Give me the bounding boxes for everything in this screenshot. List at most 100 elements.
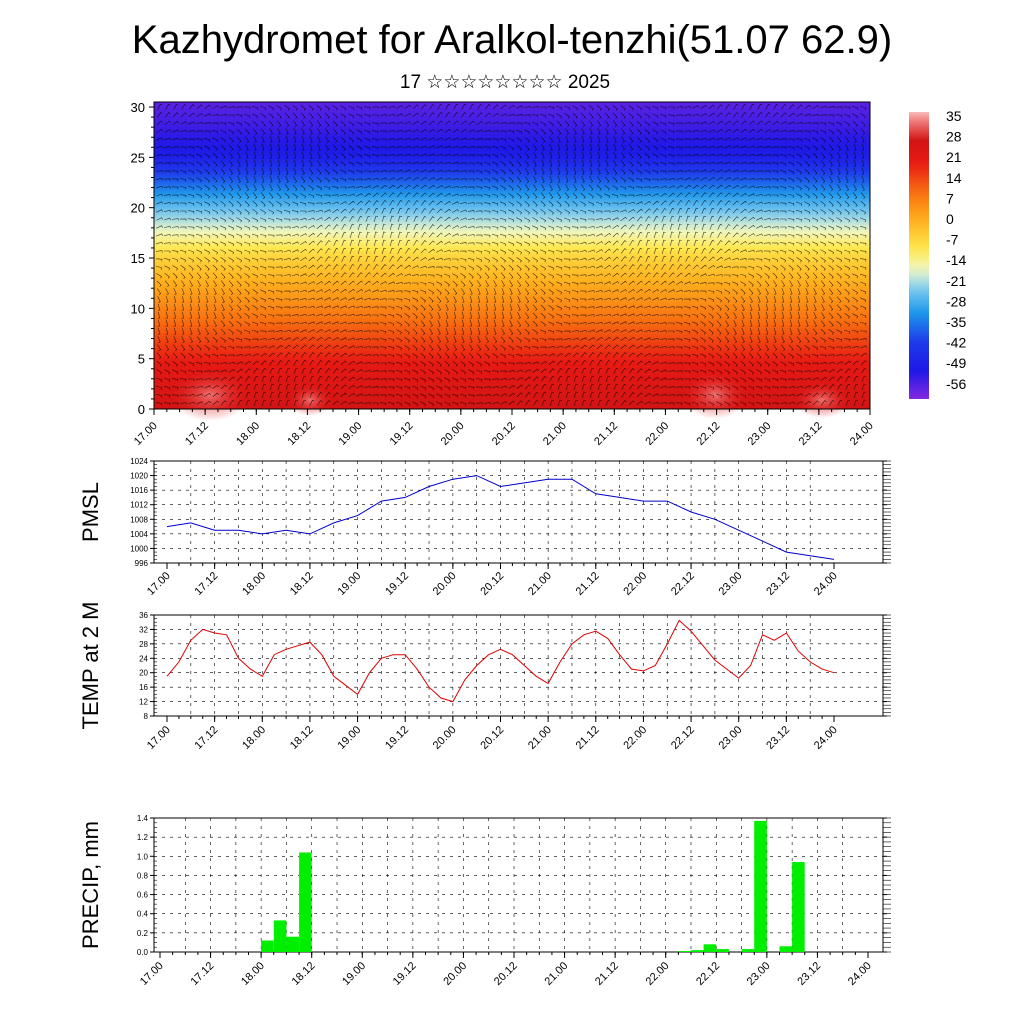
wind-barb (732, 145, 739, 149)
wind-barb (371, 106, 379, 109)
wind-barb (812, 201, 818, 207)
x-tick-label: 23.12 (764, 724, 792, 752)
wind-barb (628, 201, 635, 205)
wind-barb (220, 392, 227, 398)
wind-barb (508, 104, 515, 109)
wind-barb (428, 184, 435, 189)
wind-barb (363, 114, 371, 118)
wind-barb (444, 281, 450, 287)
wind-barb (852, 234, 859, 238)
wind-barb (300, 297, 307, 301)
wind-barb (373, 255, 379, 262)
wind-barb (340, 178, 347, 182)
wind-barb (172, 257, 179, 263)
wind-barb (620, 313, 627, 317)
wind-barb (709, 248, 715, 254)
wind-barb (812, 272, 818, 279)
wind-barb (780, 402, 787, 405)
wind-barb (836, 217, 843, 223)
wind-barb (325, 136, 330, 143)
wind-barb (820, 264, 826, 271)
wind-barb (644, 129, 650, 135)
wind-barb (628, 105, 634, 111)
wind-barb (476, 138, 483, 141)
wind-barb (764, 377, 771, 382)
wind-barb (652, 384, 659, 389)
wind-barb (621, 136, 625, 143)
wind-barb (404, 353, 411, 359)
wind-barb (292, 352, 299, 358)
wind-barb (516, 201, 522, 207)
wind-barb (556, 234, 563, 238)
wind-barb (596, 233, 603, 237)
wind-barb (261, 136, 265, 143)
wind-barb (828, 129, 835, 135)
wind-barb (548, 241, 555, 246)
wind-barb (317, 367, 323, 374)
wind-barb (324, 224, 331, 230)
wind-barb (269, 375, 274, 382)
wind-barb (308, 329, 315, 333)
wind-barb (725, 216, 731, 222)
wind-barb (179, 402, 187, 405)
wind-barb (475, 186, 483, 190)
wind-barb (644, 161, 651, 167)
wind-barb (628, 264, 635, 270)
wind-barb (621, 391, 627, 398)
wind-barb (507, 122, 515, 125)
wind-barb (333, 247, 339, 254)
wind-barb (828, 368, 835, 373)
wind-barb (293, 168, 297, 175)
heatmap-field (154, 102, 870, 409)
wind-barb (412, 377, 419, 383)
wind-barb (179, 154, 187, 158)
wind-barb (476, 265, 482, 271)
wind-barb (763, 178, 771, 182)
wind-barb (764, 112, 771, 118)
wind-barb (500, 393, 507, 397)
wind-barb (268, 345, 275, 349)
wind-barb (748, 216, 755, 221)
wind-barb (379, 402, 387, 406)
wind-barb (781, 320, 785, 327)
wind-barb (420, 240, 427, 246)
wind-barb (548, 321, 555, 327)
wind-barb (493, 304, 497, 311)
wind-barb (285, 359, 291, 366)
wind-barb (836, 312, 842, 319)
wind-barb (324, 105, 330, 111)
wind-barb (748, 208, 755, 213)
wind-barb (284, 257, 291, 261)
wind-barb (836, 368, 843, 374)
wind-barb (477, 311, 480, 319)
wind-barb (789, 280, 793, 287)
wind-barb (565, 367, 571, 374)
wind-barb (212, 217, 219, 223)
wind-barb (340, 169, 347, 175)
wind-barb (301, 375, 306, 382)
wind-barb (764, 386, 771, 390)
wind-barb (724, 169, 731, 173)
wind-barb (293, 152, 297, 159)
wind-barb (428, 385, 435, 391)
wind-barb (324, 177, 331, 183)
wind-barb (582, 391, 586, 399)
wind-barb (541, 383, 547, 390)
wind-barb (667, 346, 675, 349)
wind-barb (371, 146, 379, 150)
wind-barb (286, 391, 290, 398)
wind-barb (525, 312, 530, 319)
wind-barb (187, 386, 195, 389)
wind-barb (404, 377, 411, 382)
wind-barb (853, 184, 857, 191)
wind-barb (716, 352, 722, 359)
wind-barb (845, 184, 849, 191)
wind-barb (508, 353, 515, 358)
wind-barb (348, 401, 355, 405)
wind-barb (180, 210, 187, 214)
wind-barb (804, 168, 810, 175)
wind-barb (582, 399, 586, 406)
wind-barb (549, 136, 554, 143)
x-tick-label: 21.12 (592, 420, 620, 448)
wind-barb (340, 144, 346, 151)
